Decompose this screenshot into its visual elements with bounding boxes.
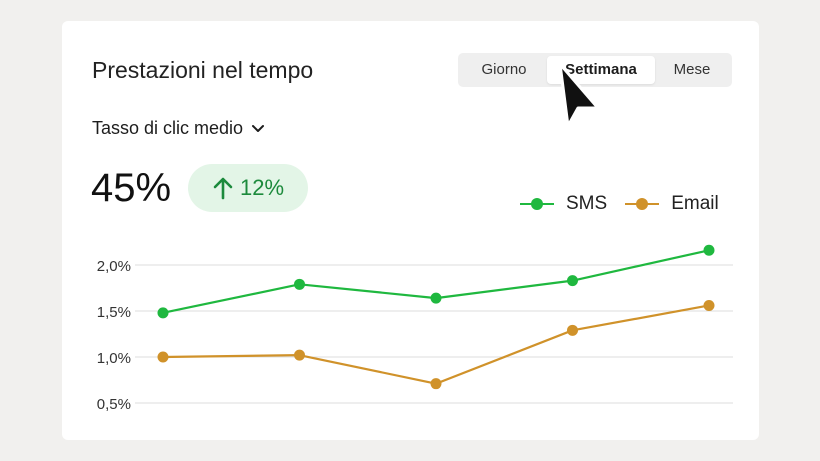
legend-swatch-email <box>625 197 660 211</box>
y-tick-label: 1,0% <box>97 350 131 367</box>
data-point-email <box>703 299 715 311</box>
legend-swatch-sms <box>520 197 554 211</box>
y-tick-label: 0,5% <box>97 396 131 413</box>
mouse-pointer-icon <box>558 62 600 128</box>
tab-giorno[interactable]: Giorno <box>481 61 527 78</box>
data-point-email <box>567 324 578 336</box>
metric-selector[interactable]: Tasso di clic medio <box>92 118 265 139</box>
legend-label-email: Email <box>671 193 719 214</box>
legend-label-sms: SMS <box>566 193 608 214</box>
change-value: 12% <box>239 175 285 200</box>
data-point-sms <box>430 292 442 304</box>
chart-legend: SMS Email <box>520 193 737 215</box>
y-tick-label: 2,0% <box>97 258 131 275</box>
metric-value: 45% <box>91 166 172 210</box>
performance-card: Prestazioni nel tempo Giorno Settimana M… <box>62 21 759 440</box>
data-point-sms <box>567 275 578 287</box>
metric-label: Tasso di clic medio <box>92 118 244 138</box>
tab-mese[interactable]: Mese <box>673 61 711 78</box>
chevron-down-icon <box>252 124 265 132</box>
data-point-email <box>294 349 305 361</box>
arrow-up-icon <box>213 177 233 200</box>
card-title: Prestazioni nel tempo <box>92 57 314 83</box>
data-point-sms <box>157 307 169 319</box>
y-tick-label: 1,5% <box>97 304 131 321</box>
series-line-email <box>162 304 710 385</box>
data-point-sms <box>703 244 715 256</box>
data-point-email <box>157 351 169 363</box>
data-point-sms <box>294 278 305 290</box>
data-point-email <box>430 378 442 390</box>
change-badge: 12% <box>188 164 308 212</box>
legend-item-sms: SMS <box>520 193 607 215</box>
legend-item-email: Email <box>625 193 719 215</box>
